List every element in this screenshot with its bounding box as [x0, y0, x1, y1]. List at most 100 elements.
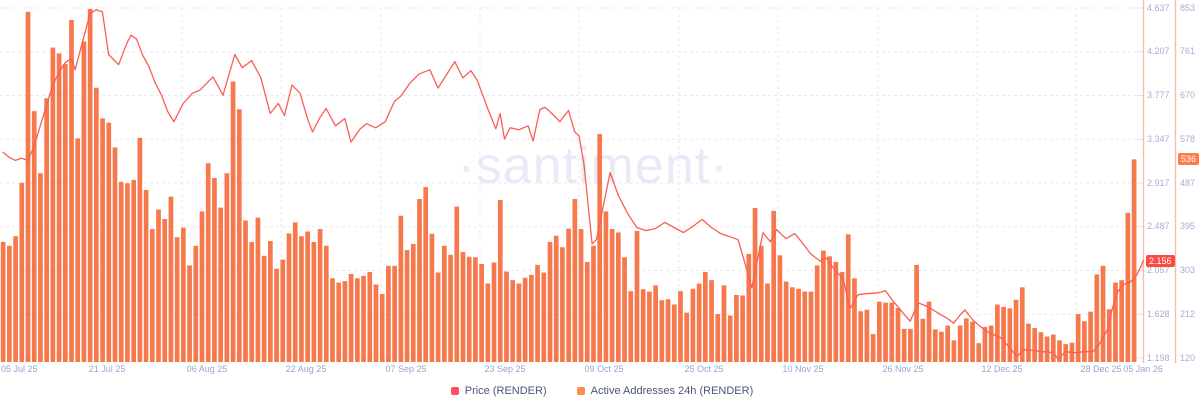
active-addresses-bar[interactable] [591, 245, 596, 362]
active-addresses-bar[interactable] [541, 272, 547, 362]
active-addresses-bar[interactable] [398, 215, 404, 362]
active-addresses-bar[interactable] [311, 241, 317, 362]
active-addresses-bar[interactable] [597, 134, 603, 362]
active-addresses-bar[interactable] [1026, 323, 1031, 362]
active-addresses-bar[interactable] [168, 196, 174, 362]
active-addresses-bar[interactable] [560, 247, 565, 362]
active-addresses-bar[interactable] [230, 81, 236, 362]
active-addresses-bar[interactable] [410, 243, 416, 362]
active-addresses-bar[interactable] [808, 291, 814, 362]
active-addresses-bar[interactable] [951, 340, 957, 362]
active-addresses-bar[interactable] [702, 272, 708, 362]
active-addresses-bar[interactable] [982, 326, 988, 362]
active-addresses-bar[interactable] [572, 199, 578, 362]
active-addresses-bar[interactable] [429, 233, 435, 362]
active-addresses-bar[interactable] [268, 241, 273, 362]
legend-item-active-addresses[interactable]: Active Addresses 24h (RENDER) [576, 385, 753, 397]
active-addresses-bar[interactable] [1032, 327, 1038, 362]
active-addresses-bar[interactable] [125, 183, 130, 362]
active-addresses-bar[interactable] [963, 318, 969, 362]
active-addresses-bar[interactable] [566, 228, 571, 362]
active-addresses-bar[interactable] [796, 288, 801, 362]
active-addresses-bar[interactable] [1050, 334, 1056, 362]
active-addresses-bar[interactable] [1131, 159, 1137, 362]
active-addresses-bar[interactable] [292, 222, 298, 362]
active-addresses-bar[interactable] [373, 284, 379, 362]
active-addresses-bar[interactable] [659, 300, 665, 362]
active-addresses-bar[interactable] [715, 314, 721, 362]
active-addresses-bar[interactable] [94, 87, 99, 363]
active-addresses-bar[interactable] [361, 275, 366, 362]
active-addresses-bar[interactable] [678, 291, 683, 362]
active-addresses-bar[interactable] [516, 283, 522, 362]
active-addresses-bar[interactable] [609, 229, 615, 362]
active-addresses-bar[interactable] [305, 231, 310, 362]
active-addresses-bar[interactable] [404, 250, 410, 362]
active-addresses-bar[interactable] [584, 262, 590, 362]
active-addresses-bar[interactable] [752, 208, 758, 362]
active-addresses-bar[interactable] [25, 11, 31, 362]
active-addresses-bar[interactable] [355, 278, 360, 362]
active-addresses-bar[interactable] [255, 217, 261, 362]
active-addresses-bar[interactable] [920, 318, 926, 362]
active-addresses-bar[interactable] [932, 329, 938, 362]
active-addresses-bar[interactable] [901, 328, 907, 362]
active-addresses-bar[interactable] [1013, 299, 1019, 362]
active-addresses-bar[interactable] [435, 272, 441, 362]
active-addresses-bar[interactable] [181, 227, 186, 362]
active-addresses-bar[interactable] [379, 294, 385, 362]
active-addresses-bar[interactable] [1106, 309, 1112, 362]
active-addresses-bar[interactable] [1007, 308, 1013, 362]
active-addresses-bar[interactable] [802, 291, 808, 362]
active-addresses-bar[interactable] [100, 118, 105, 362]
active-addresses-bar[interactable] [224, 173, 230, 362]
active-addresses-bar[interactable] [118, 181, 124, 362]
active-addresses-bar[interactable] [765, 283, 770, 362]
active-addresses-bar[interactable] [727, 315, 733, 363]
active-addresses-bar[interactable] [1063, 344, 1069, 362]
active-addresses-bar[interactable] [205, 163, 211, 362]
active-addresses-bar[interactable] [976, 343, 982, 362]
active-addresses-bar[interactable] [473, 257, 478, 362]
active-addresses-bar[interactable] [1038, 332, 1044, 362]
active-addresses-bar[interactable] [299, 236, 304, 362]
active-addresses-bar[interactable] [839, 272, 845, 362]
active-addresses-bar[interactable] [50, 47, 56, 362]
active-addresses-bar[interactable] [479, 263, 484, 362]
active-addresses-bar[interactable] [789, 287, 795, 362]
active-addresses-bar[interactable] [1113, 282, 1118, 362]
active-addresses-bar[interactable] [671, 304, 677, 362]
active-addresses-bar[interactable] [504, 271, 509, 362]
active-addresses-bar[interactable] [528, 274, 534, 362]
active-addresses-bar[interactable] [485, 283, 491, 362]
active-addresses-bar[interactable] [640, 289, 646, 362]
active-addresses-bar[interactable] [62, 63, 68, 363]
active-addresses-bar[interactable] [243, 220, 248, 362]
active-addresses-bar[interactable] [466, 256, 472, 362]
active-addresses-bar[interactable] [280, 259, 286, 362]
legend-item-price[interactable]: Price (RENDER) [450, 385, 547, 397]
active-addresses-bar[interactable] [758, 245, 764, 362]
active-addresses-bar[interactable] [634, 230, 640, 362]
active-addresses-bar[interactable] [870, 334, 876, 362]
active-addresses-bar[interactable] [1057, 340, 1062, 362]
active-addresses-bar[interactable] [187, 265, 192, 362]
active-addresses-bar[interactable] [497, 199, 503, 362]
active-addresses-bar[interactable] [274, 268, 279, 362]
active-addresses-bar[interactable] [44, 98, 49, 362]
active-addresses-bar[interactable] [75, 138, 81, 362]
active-addresses-bar[interactable] [628, 291, 634, 362]
active-addresses-bar[interactable] [286, 233, 292, 362]
active-addresses-bar[interactable] [317, 229, 323, 362]
price-line[interactable] [2, 9, 1144, 360]
active-addresses-bar[interactable] [684, 312, 690, 362]
active-addresses-bar[interactable] [423, 187, 429, 362]
active-addresses-bar[interactable] [914, 264, 919, 362]
active-addresses-bar[interactable] [367, 272, 373, 362]
active-addresses-bar[interactable] [137, 137, 143, 362]
active-addresses-bar[interactable] [777, 255, 783, 362]
active-addresses-bar[interactable] [143, 189, 149, 362]
active-addresses-bar[interactable] [212, 177, 217, 362]
active-addresses-bar[interactable] [821, 250, 826, 362]
